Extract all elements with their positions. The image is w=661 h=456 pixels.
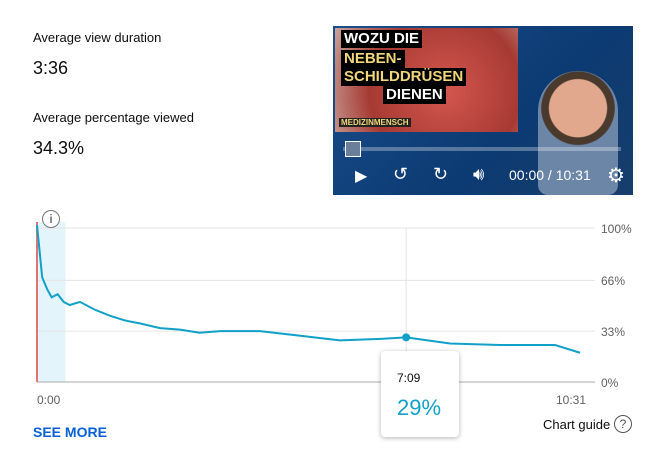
y-tick: 100%	[601, 222, 632, 236]
help-icon[interactable]: ?	[614, 415, 632, 433]
info-icon[interactable]: i	[42, 210, 60, 228]
x-tick: 0:00	[37, 393, 61, 407]
retention-chart[interactable]	[0, 200, 661, 400]
rewind-10-icon[interactable]: ↺	[393, 164, 409, 184]
title-line: WOZU DIE	[341, 30, 422, 48]
chart-guide-link[interactable]: Chart guide	[543, 417, 611, 432]
tooltip-time: 7:09	[397, 371, 421, 385]
play-icon[interactable]: ▶	[355, 168, 368, 185]
tooltip-value: 29%	[397, 395, 442, 420]
forward-10-icon[interactable]: ↻	[433, 164, 449, 184]
seek-handle[interactable]	[345, 141, 361, 157]
y-tick: 0%	[601, 376, 619, 390]
title-line: SCHILDDRÜSEN	[341, 68, 467, 86]
settings-icon[interactable]: ⚙	[607, 165, 625, 187]
avg-percentage-value: 34.3%	[33, 138, 85, 158]
seek-bar[interactable]	[343, 147, 621, 151]
time-display: 00:00 / 10:31	[509, 167, 591, 183]
y-tick: 66%	[601, 274, 626, 288]
y-tick: 33%	[601, 325, 626, 339]
volume-icon[interactable]: 🔊︎	[473, 164, 485, 184]
title-line: NEBEN-	[341, 50, 405, 68]
video-thumbnail: WOZU DIE NEBEN- SCHILDDRÜSEN DIENEN MEDI…	[335, 28, 518, 132]
see-more-link[interactable]: SEE MORE	[33, 424, 107, 440]
video-player[interactable]: WOZU DIE NEBEN- SCHILDDRÜSEN DIENEN MEDI…	[333, 26, 633, 195]
avg-percentage-label: Average percentage viewed	[33, 110, 194, 125]
presenter	[538, 71, 618, 195]
avg-view-duration-label: Average view duration	[33, 30, 162, 45]
highlight-region	[37, 222, 66, 382]
hover-point	[402, 333, 411, 342]
retention-line	[36, 224, 581, 354]
brand-logo: MEDIZINMENSCH	[339, 118, 411, 127]
avg-view-duration-value: 3:36	[33, 58, 69, 78]
x-tick: 10:31	[556, 393, 587, 407]
chart-tooltip: 7:09 29%	[381, 351, 459, 437]
title-line: DIENEN	[383, 86, 446, 104]
